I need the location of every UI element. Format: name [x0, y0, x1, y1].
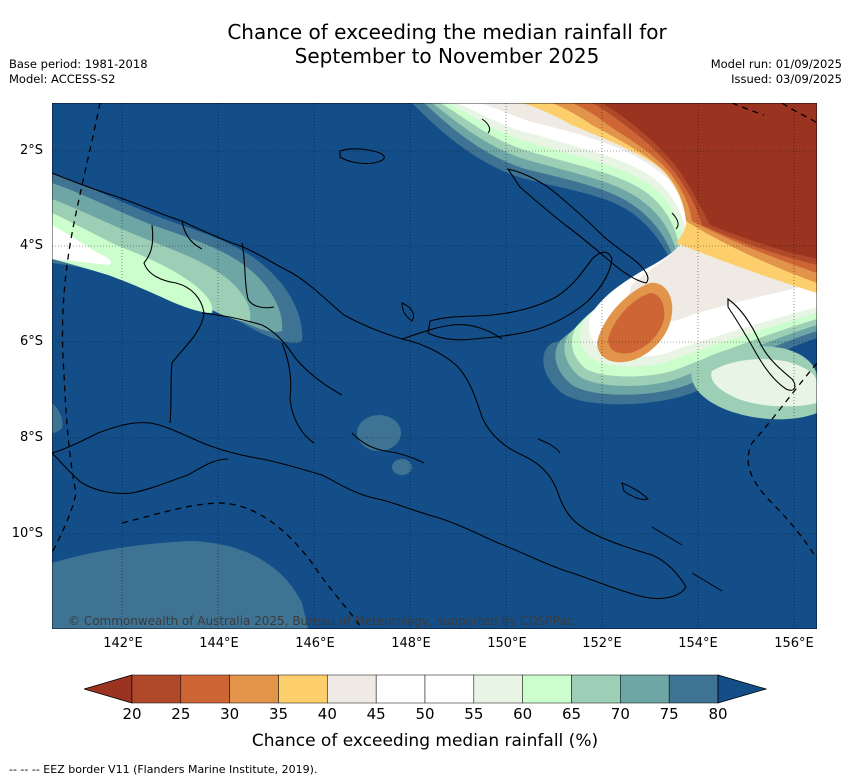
model-run: Model run: 01/09/2025 — [710, 57, 842, 71]
lon-tick-156e: 156°E — [774, 636, 814, 651]
title-line-2: September to November 2025 — [294, 44, 600, 68]
colorbar-cell — [522, 674, 572, 704]
map-panel[interactable] — [52, 103, 817, 629]
colorbar-cell — [473, 674, 523, 704]
probability-field-bougainville-inner — [711, 359, 817, 407]
colorbar-cell — [668, 674, 719, 704]
colorbar-label: Chance of exceeding median rainfall (%) — [251, 731, 599, 751]
model-name: Model: ACCESS-S2 — [9, 72, 116, 86]
colorbar-cell — [278, 674, 328, 704]
island-new-ireland — [506, 168, 649, 284]
colorbar-cell — [180, 674, 230, 704]
lat-tick-10s: 10°S — [11, 526, 43, 541]
islands-milne-bay — [401, 118, 723, 592]
lat-tick-4s: 4°S — [19, 238, 43, 253]
colorbar-cell — [375, 674, 426, 704]
lat-tick-8s: 8°S — [19, 430, 43, 445]
graticule — [52, 103, 817, 629]
eez-legend-note: -- -- -- EEZ border V11 (Flanders Marine… — [9, 763, 318, 776]
probability-patch-2 — [392, 459, 412, 475]
colorbar-extend-low — [84, 674, 133, 704]
meta-left: Base period: 1981-2018 Model: ACCESS-S2 — [9, 57, 148, 87]
probability-field-sw — [52, 541, 308, 629]
probability-patch-1 — [357, 415, 401, 451]
lon-tick-142e: 142°E — [103, 636, 143, 651]
copyright-text: © Commonwealth of Australia 2025, Bureau… — [68, 614, 574, 628]
colorbar-cell — [229, 674, 279, 704]
lon-tick-152e: 152°E — [582, 636, 622, 651]
colorbar-cell — [327, 674, 377, 704]
colorbar-tick-label: 40 — [317, 705, 337, 723]
probability-field-20 — [602, 103, 817, 259]
colorbar-tick-label: 45 — [366, 705, 386, 723]
lat-tick-2s: 2°S — [19, 143, 43, 158]
colorbar-tick-label: 20 — [122, 705, 142, 723]
colorbar-cell — [131, 674, 182, 704]
colorbar-cell — [424, 674, 475, 704]
colorbar-cell — [571, 674, 621, 704]
colorbar-extend-high — [717, 674, 768, 704]
eez-borders — [52, 103, 817, 629]
lon-tick-150e: 150°E — [487, 636, 527, 651]
island-bougainville — [727, 297, 796, 391]
probability-field-west-edge — [52, 403, 63, 433]
colorbar-tick-label: 30 — [220, 705, 240, 723]
title-line-1: Chance of exceeding the median rainfall … — [227, 20, 667, 44]
probability-field-highlands-50 — [52, 225, 112, 265]
lon-tick-row: 142°E 144°E 146°E 148°E 150°E 152°E 154°… — [0, 636, 850, 654]
colorbar-tick-label: 65 — [561, 705, 582, 723]
lon-tick-146e: 146°E — [295, 636, 335, 651]
coastlines — [52, 172, 687, 600]
colorbar-tick-label: 80 — [708, 705, 728, 723]
lon-tick-144e: 144°E — [199, 636, 239, 651]
colorbar — [84, 674, 768, 704]
lat-tick-6s: 6°S — [19, 334, 43, 349]
colorbar-tick-label: 75 — [659, 705, 679, 723]
colorbar-cell — [620, 674, 670, 704]
colorbar-tick-label: 50 — [415, 705, 435, 723]
probability-field-newbritain-drier — [608, 293, 665, 354]
colorbar-tick-row: 20 25 30 35 40 45 50 55 60 65 70 75 80 — [0, 705, 850, 725]
probability-field-highlands-60 — [52, 213, 213, 313]
island-manus — [339, 148, 385, 165]
issued-date: Issued: 03/09/2025 — [731, 72, 842, 86]
colorbar-tick-label: 25 — [171, 705, 191, 723]
colorbar-cells — [84, 674, 768, 704]
colorbar-tick-label: 35 — [268, 705, 289, 723]
base-period: Base period: 1981-2018 — [9, 57, 148, 71]
colorbar-tick-label: 60 — [513, 705, 533, 723]
map-title: Chance of exceeding the median rainfall … — [0, 20, 850, 68]
lon-tick-154e: 154°E — [678, 636, 718, 651]
lon-tick-148e: 148°E — [391, 636, 431, 651]
colorbar-tick-label: 70 — [610, 705, 630, 723]
island-new-britain — [427, 251, 613, 341]
meta-right: Model run: 01/09/2025 Issued: 03/09/2025 — [711, 57, 842, 87]
map-canvas[interactable] — [52, 103, 817, 629]
colorbar-tick-label: 55 — [464, 705, 484, 723]
